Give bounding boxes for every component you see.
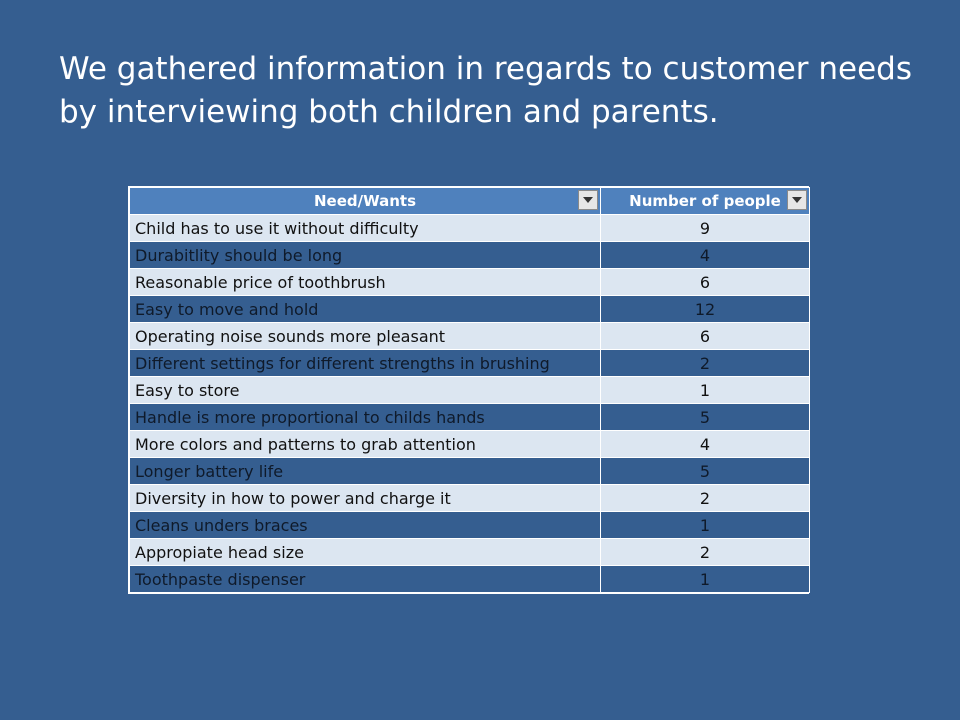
need-cell: Handle is more proportional to childs ha… bbox=[129, 403, 601, 431]
count-cell: 5 bbox=[600, 403, 810, 431]
table-row: More colors and patterns to grab attenti… bbox=[129, 430, 810, 458]
slide-title: We gathered information in regards to cu… bbox=[59, 48, 919, 134]
count-cell: 1 bbox=[600, 376, 810, 404]
count-cell: 5 bbox=[600, 457, 810, 485]
header-number-of-people: Number of people bbox=[600, 187, 810, 215]
table-row: Toothpaste dispenser 1 bbox=[129, 565, 810, 593]
needs-table: Need/Wants Number of people Child has to… bbox=[128, 186, 810, 594]
count-cell: 4 bbox=[600, 430, 810, 458]
need-cell: Longer battery life bbox=[129, 457, 601, 485]
need-cell: Easy to move and hold bbox=[129, 295, 601, 323]
slide-title-line-2: by interviewing both children and parent… bbox=[59, 94, 719, 130]
header-number-of-people-label: Number of people bbox=[629, 192, 781, 210]
table-row: Cleans unders braces 1 bbox=[129, 511, 810, 539]
need-cell: Appropiate head size bbox=[129, 538, 601, 566]
need-cell: Diversity in how to power and charge it bbox=[129, 484, 601, 512]
table-row: Child has to use it without difficulty 9 bbox=[129, 214, 810, 242]
table-row: Easy to store 1 bbox=[129, 376, 810, 404]
table-row: Longer battery life 5 bbox=[129, 457, 810, 485]
need-wants-filter-dropdown-icon[interactable] bbox=[578, 190, 598, 210]
count-cell: 2 bbox=[600, 484, 810, 512]
need-cell: Reasonable price of toothbrush bbox=[129, 268, 601, 296]
table-row: Appropiate head size 2 bbox=[129, 538, 810, 566]
table-row: Different settings for different strengt… bbox=[129, 349, 810, 377]
count-cell: 6 bbox=[600, 268, 810, 296]
count-cell: 9 bbox=[600, 214, 810, 242]
number-of-people-filter-dropdown-icon[interactable] bbox=[787, 190, 807, 210]
count-cell: 12 bbox=[600, 295, 810, 323]
need-cell: Cleans unders braces bbox=[129, 511, 601, 539]
count-cell: 2 bbox=[600, 538, 810, 566]
need-cell: Child has to use it without difficulty bbox=[129, 214, 601, 242]
need-cell: Different settings for different strengt… bbox=[129, 349, 601, 377]
need-cell: Durabitlity should be long bbox=[129, 241, 601, 269]
needs-table-grid: Need/Wants Number of people Child has to… bbox=[129, 187, 810, 593]
header-need-wants-label: Need/Wants bbox=[313, 192, 417, 210]
count-cell: 6 bbox=[600, 322, 810, 350]
count-cell: 1 bbox=[600, 511, 810, 539]
need-cell: Easy to store bbox=[129, 376, 601, 404]
table-row: Easy to move and hold 12 bbox=[129, 295, 810, 323]
count-cell: 2 bbox=[600, 349, 810, 377]
need-cell: Operating noise sounds more pleasant bbox=[129, 322, 601, 350]
count-cell: 1 bbox=[600, 565, 810, 593]
header-need-wants: Need/Wants bbox=[129, 187, 601, 215]
table-row: Operating noise sounds more pleasant 6 bbox=[129, 322, 810, 350]
table-row: Reasonable price of toothbrush 6 bbox=[129, 268, 810, 296]
slide-title-line-1: We gathered information in regards to cu… bbox=[59, 51, 912, 87]
table-header-row: Need/Wants Number of people bbox=[129, 187, 810, 215]
need-cell: More colors and patterns to grab attenti… bbox=[129, 430, 601, 458]
count-cell: 4 bbox=[600, 241, 810, 269]
table-row: Durabitlity should be long 4 bbox=[129, 241, 810, 269]
table-row: Diversity in how to power and charge it … bbox=[129, 484, 810, 512]
need-cell: Toothpaste dispenser bbox=[129, 565, 601, 593]
table-row: Handle is more proportional to childs ha… bbox=[129, 403, 810, 431]
